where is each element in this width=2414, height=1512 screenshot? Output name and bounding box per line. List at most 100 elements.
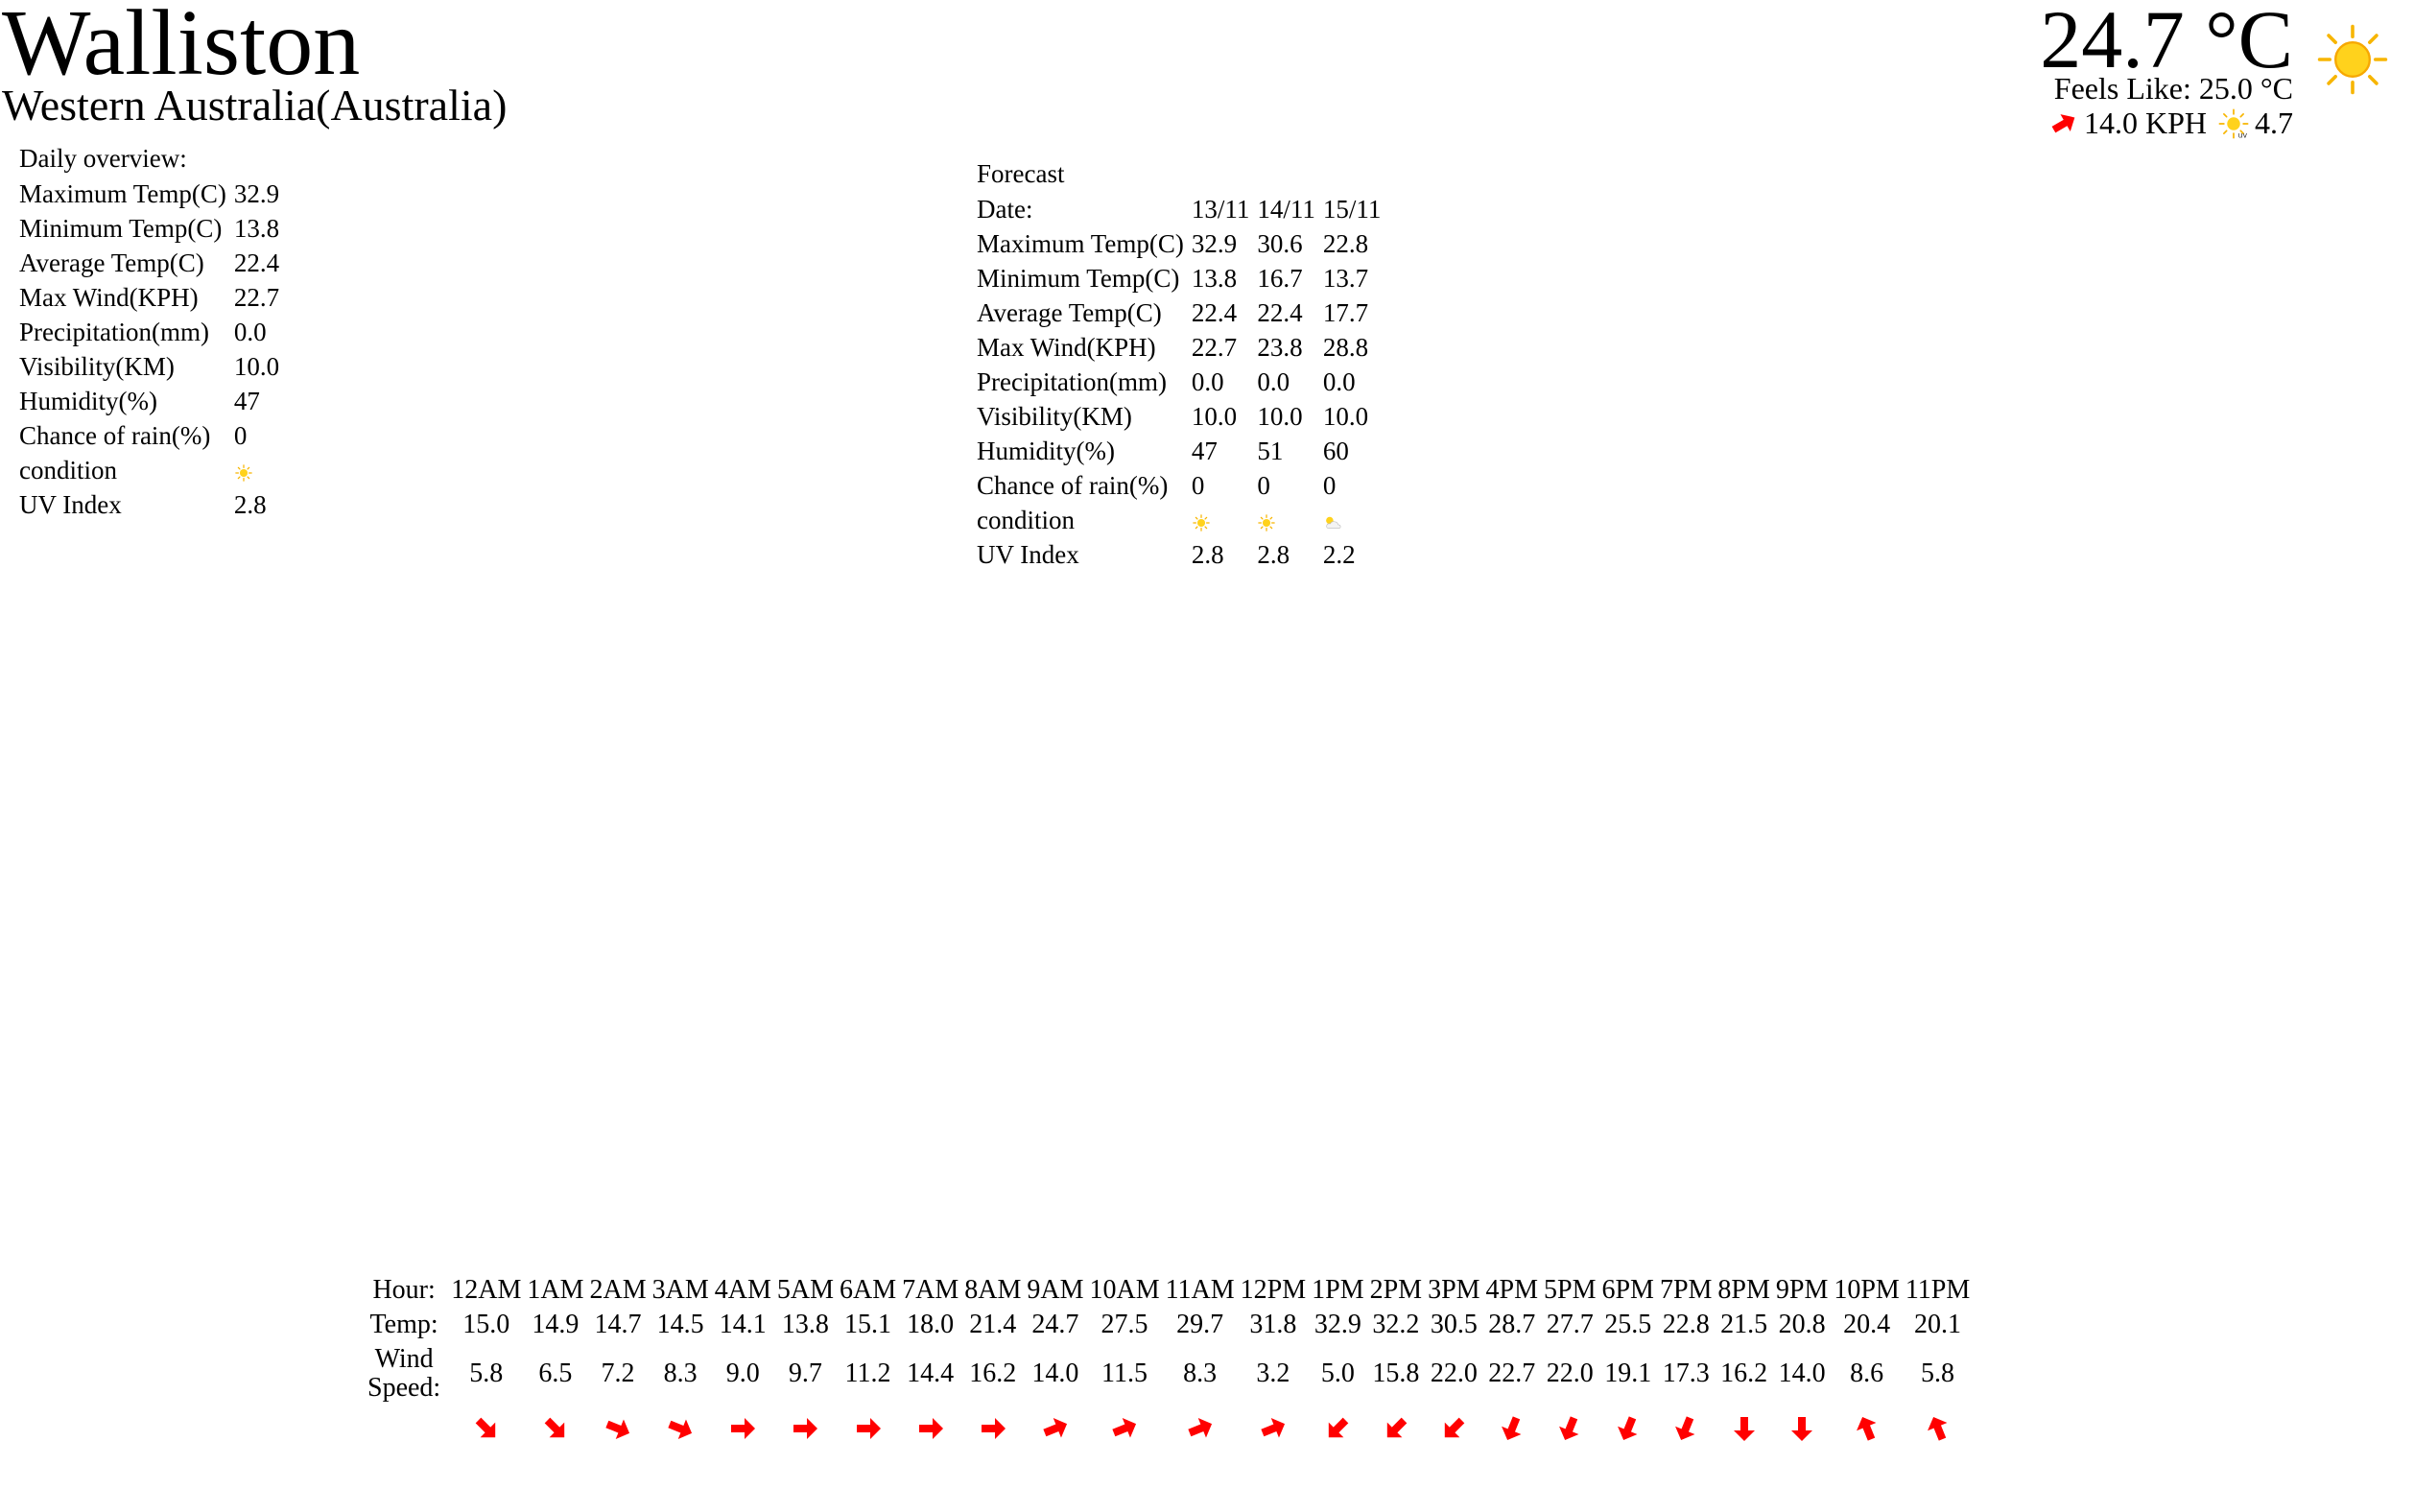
current-uv-value: 4.7 xyxy=(2255,106,2293,140)
forecast-value: 16.7 xyxy=(1257,264,1303,293)
hour-cell: 6AM xyxy=(839,1275,897,1305)
wind-label-line1: Wind xyxy=(374,1344,434,1374)
forecast-value: 23.8 xyxy=(1257,333,1303,362)
wind-direction-cell xyxy=(1238,1408,1309,1454)
sun-icon xyxy=(1258,514,1276,532)
hour-cell: 4AM xyxy=(714,1275,771,1305)
daily-row-value: 13.8 xyxy=(233,214,280,243)
hour-cell: 5PM xyxy=(1544,1275,1597,1305)
wind-direction-label xyxy=(365,1408,448,1454)
wind-direction-cell xyxy=(524,1408,586,1454)
wind-arrow-icon xyxy=(1501,1415,1522,1440)
temp-cell: 27.5 xyxy=(1100,1310,1148,1339)
temp-cell: 15.1 xyxy=(844,1310,892,1339)
wind-arrow-icon xyxy=(981,1417,1006,1439)
forecast-row: Max Wind(KPH) 22.7 23.8 28.8 xyxy=(975,333,1383,363)
daily-row-value: 10.0 xyxy=(233,352,280,381)
forecast-date: 15/11 xyxy=(1322,195,1382,224)
temp-cell: 14.5 xyxy=(656,1310,704,1339)
hour-cell: 10AM xyxy=(1089,1275,1160,1305)
hour-cell: 9AM xyxy=(1027,1275,1084,1305)
temp-row: Temp: 15.0 14.9 14.7 14.5 14.1 13.8 15.1 18.0 21… xyxy=(365,1311,1973,1339)
wind-speed-cell: 14.0 xyxy=(1778,1358,1826,1388)
sun-icon xyxy=(1193,514,1210,532)
forecast-row-label: Chance of rain(%) xyxy=(977,471,1169,500)
current-temp: 24.7 °C xyxy=(2040,0,2293,85)
temp-cell: 21.4 xyxy=(969,1310,1017,1339)
wind-arrow-icon xyxy=(1791,1416,1813,1441)
hour-cell: 11AM xyxy=(1165,1275,1235,1305)
forecast-condition xyxy=(1190,506,1252,535)
forecast-value: 0 xyxy=(1191,471,1205,500)
hour-cell: 3PM xyxy=(1428,1275,1480,1305)
wind-speed-cell: 8.3 xyxy=(663,1358,698,1388)
forecast-row-label: Max Wind(KPH) xyxy=(977,333,1156,362)
forecast-value: 22.7 xyxy=(1191,333,1238,362)
wind-direction-cell xyxy=(586,1408,649,1454)
forecast-value: 10.0 xyxy=(1191,402,1238,431)
wind-speed-cell: 6.5 xyxy=(538,1358,573,1388)
hour-cell: 5AM xyxy=(776,1275,834,1305)
wind-speed-cell: 14.0 xyxy=(1031,1358,1079,1388)
wind-arrow-icon xyxy=(1675,1415,1695,1440)
forecast-value: 0.0 xyxy=(1322,367,1356,396)
forecast-row-label: condition xyxy=(977,506,1075,534)
wind-arrow-icon xyxy=(731,1417,756,1439)
wind-speed-cell: 5.8 xyxy=(1921,1358,1955,1388)
forecast-row-label: Visibility(KM) xyxy=(977,402,1132,431)
forecast-value: 22.8 xyxy=(1322,229,1369,258)
wind-direction-cell xyxy=(1541,1408,1598,1454)
wind-speed-cell: 5.8 xyxy=(469,1358,504,1388)
wind-direction-cell xyxy=(1483,1408,1541,1454)
daily-row-label: Max Wind(KPH) xyxy=(19,283,199,312)
daily-row: condition xyxy=(17,456,281,485)
wind-direction-cell xyxy=(1024,1408,1086,1454)
wind-speed-row: Wind Speed: 5.8 6.5 7.2 8.3 9.0 9.7 11.2 14.4 16… xyxy=(365,1345,1973,1403)
wind-arrow-icon xyxy=(1856,1416,1877,1441)
daily-row-label: Precipitation(mm) xyxy=(19,318,209,346)
daily-row: Max Wind(KPH) 22.7 xyxy=(17,283,281,313)
daily-row-value xyxy=(232,456,281,485)
wind-speed-cell: 17.3 xyxy=(1662,1358,1710,1388)
wind-arrow-icon xyxy=(1559,1415,1579,1440)
wind-arrow-icon xyxy=(668,1419,693,1439)
hourly-table: Hour: 12AM 1AM 2AM 3AM 4AM 5AM 6AM 7AM 8AM 9AM 10A… xyxy=(365,1270,1973,1460)
temp-cell: 21.5 xyxy=(1720,1310,1768,1339)
current-weather: 24.7 °C Feels Like: 25.0 °C 14.0 KPH xyxy=(2005,0,2389,154)
forecast-value: 0 xyxy=(1257,471,1270,500)
temp-cell: 20.8 xyxy=(1778,1310,1826,1339)
wind-arrow-icon xyxy=(1112,1417,1137,1437)
hour-cell: 8PM xyxy=(1717,1275,1770,1305)
daily-row: Minimum Temp(C) 13.8 xyxy=(17,214,281,244)
daily-row: Maximum Temp(C) 32.9 xyxy=(17,179,281,209)
daily-row-value: 2.8 xyxy=(233,490,267,519)
sun-icon xyxy=(235,464,252,482)
forecast-row-label: Average Temp(C) xyxy=(977,298,1162,327)
hour-cell: 3AM xyxy=(651,1275,709,1305)
daily-row-label: Visibility(KM) xyxy=(19,352,175,381)
forecast-date: 13/11 xyxy=(1191,195,1250,224)
daily-row-label: Average Temp(C) xyxy=(19,248,204,277)
wind-speed-cell: 11.5 xyxy=(1101,1358,1148,1388)
forecast-value: 51 xyxy=(1257,437,1284,465)
forecast-value: 10.0 xyxy=(1257,402,1303,431)
forecast-condition xyxy=(1321,506,1384,535)
forecast-value: 32.9 xyxy=(1191,229,1238,258)
wind-label-line2: Speed: xyxy=(367,1373,441,1403)
hour-cell: 8AM xyxy=(964,1275,1022,1305)
wind-arrow-icon xyxy=(1261,1417,1285,1437)
wind-speed-cell: 22.0 xyxy=(1430,1358,1478,1388)
hour-cell: 2PM xyxy=(1369,1275,1423,1305)
wind-arrow-icon xyxy=(1617,1415,1638,1440)
wind-speed-cell: 22.7 xyxy=(1488,1358,1536,1388)
wind-speed-label: Wind Speed: xyxy=(365,1345,448,1403)
daily-row: Visibility(KM) 10.0 xyxy=(17,352,281,382)
wind-direction-cell xyxy=(1773,1408,1831,1454)
wind-arrow-icon xyxy=(793,1417,818,1439)
wind-speed-cell: 14.4 xyxy=(907,1358,955,1388)
forecast-row: UV Index 2.8 2.8 2.2 xyxy=(975,540,1383,570)
daily-row-value: 0 xyxy=(233,421,248,450)
wind-direction-cell xyxy=(1831,1408,1902,1454)
forecast-value: 0 xyxy=(1322,471,1337,500)
daily-row: Chance of rain(%) 0 xyxy=(17,421,281,451)
